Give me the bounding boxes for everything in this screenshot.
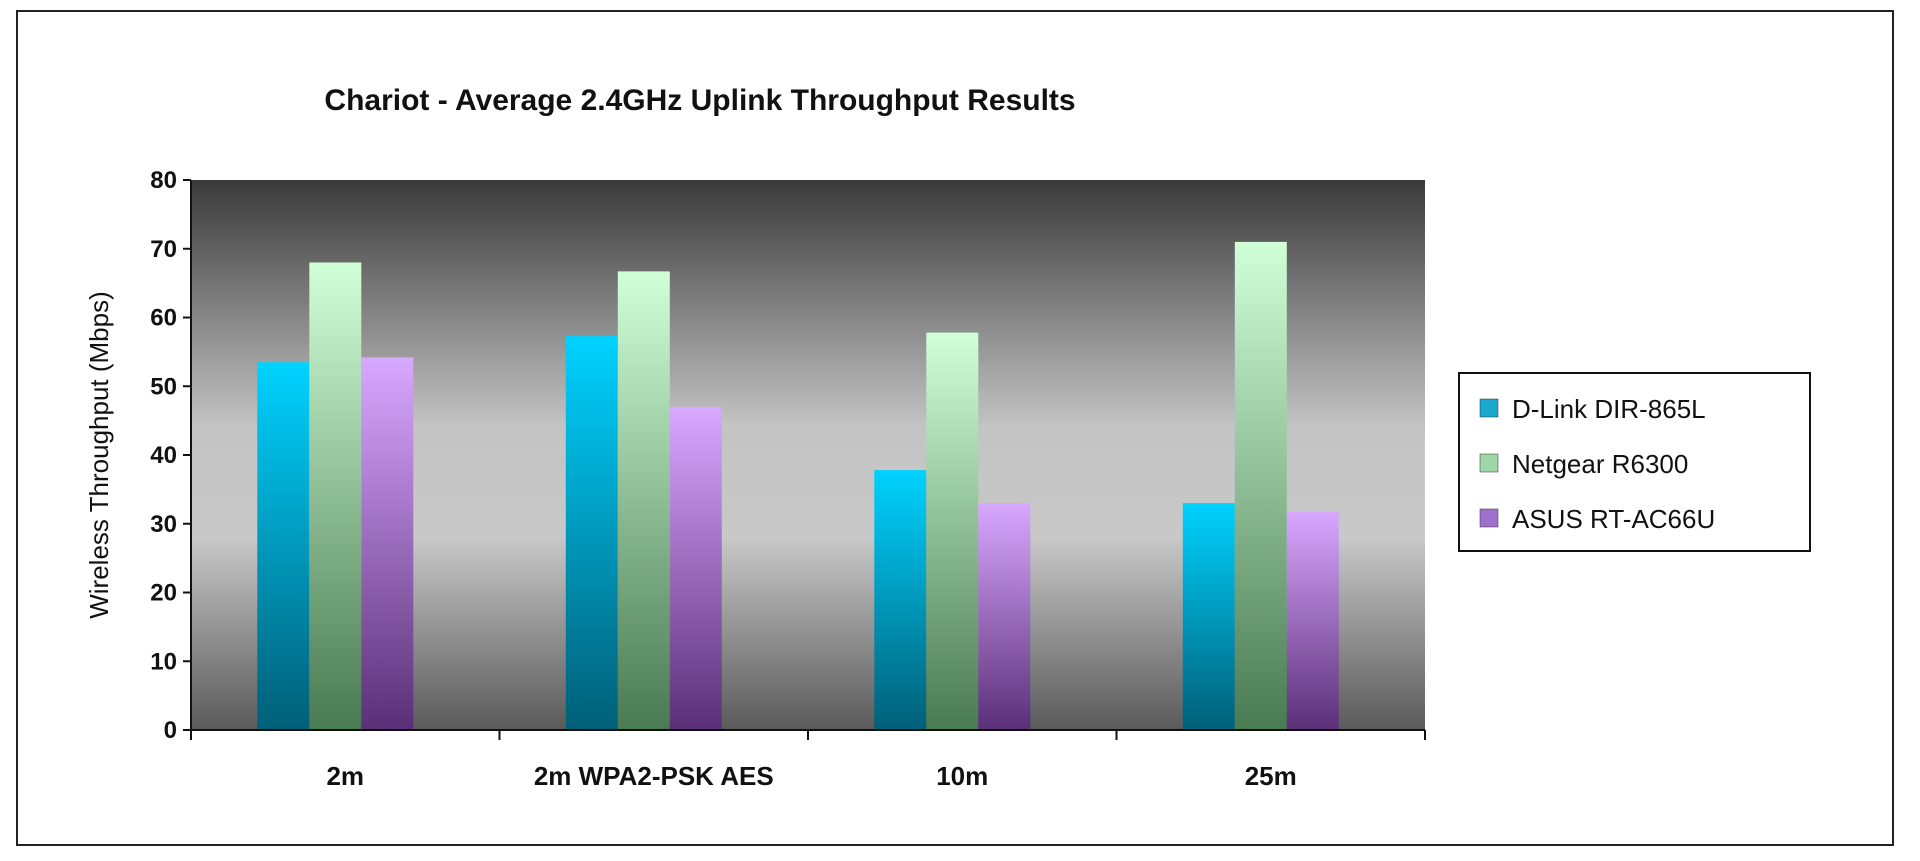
bar-netgear-r6300-3: [1234, 241, 1287, 730]
chart-frame: Chariot - Average 2.4GHz Uplink Throughp…: [16, 10, 1894, 846]
y-tick-label: 70: [150, 236, 177, 263]
legend: D-Link DIR-865L Netgear R6300 ASUS RT-AC66…: [1458, 372, 1811, 552]
y-tick-label: 20: [150, 580, 177, 607]
bar-group: [257, 241, 1339, 730]
bar-netgear-r6300-2: [926, 332, 979, 730]
x-ticks: 2m 2m WPA2-PSK AES 10m 25m: [190, 730, 1426, 791]
bar-d-link-dir-865l-0: [257, 362, 310, 730]
y-tick-label: 40: [150, 442, 177, 469]
y-tick-label: 80: [150, 167, 177, 194]
bar-asus-rt-ac66u-0: [361, 357, 414, 730]
legend-swatch: [1479, 398, 1499, 418]
chart: Chariot - Average 2.4GHz Uplink Throughp…: [84, 84, 1811, 791]
bar-d-link-dir-865l-3: [1182, 503, 1235, 730]
bar-netgear-r6300-0: [309, 262, 362, 730]
y-tick-label: 50: [150, 373, 177, 400]
legend-swatch: [1479, 453, 1499, 473]
y-axis-title: Wireless Throughput (Mbps): [84, 291, 114, 619]
legend-box: [1458, 372, 1811, 552]
y-ticks: 0 10 20 30 40 50 60 70 80: [150, 167, 191, 744]
bar-asus-rt-ac66u-2: [978, 503, 1031, 730]
legend-swatch: [1479, 508, 1499, 528]
x-category-label: 2m: [326, 761, 364, 791]
legend-label: ASUS RT-AC66U: [1512, 504, 1715, 534]
x-category-label: 10m: [936, 761, 988, 791]
bar-netgear-r6300-1: [617, 271, 670, 730]
legend-label: D-Link DIR-865L: [1512, 394, 1706, 424]
bar-d-link-dir-865l-2: [874, 470, 927, 730]
y-tick-label: 0: [164, 717, 177, 744]
y-tick-label: 60: [150, 305, 177, 332]
y-tick-label: 10: [150, 648, 177, 675]
bar-d-link-dir-865l-1: [565, 336, 618, 730]
chart-title: Chariot - Average 2.4GHz Uplink Throughp…: [324, 84, 1075, 117]
bar-asus-rt-ac66u-1: [669, 406, 722, 730]
y-tick-label: 30: [150, 511, 177, 538]
x-category-label: 25m: [1245, 761, 1297, 791]
bar-asus-rt-ac66u-3: [1286, 511, 1339, 730]
x-category-label: 2m WPA2-PSK AES: [534, 761, 774, 791]
legend-label: Netgear R6300: [1512, 449, 1688, 479]
